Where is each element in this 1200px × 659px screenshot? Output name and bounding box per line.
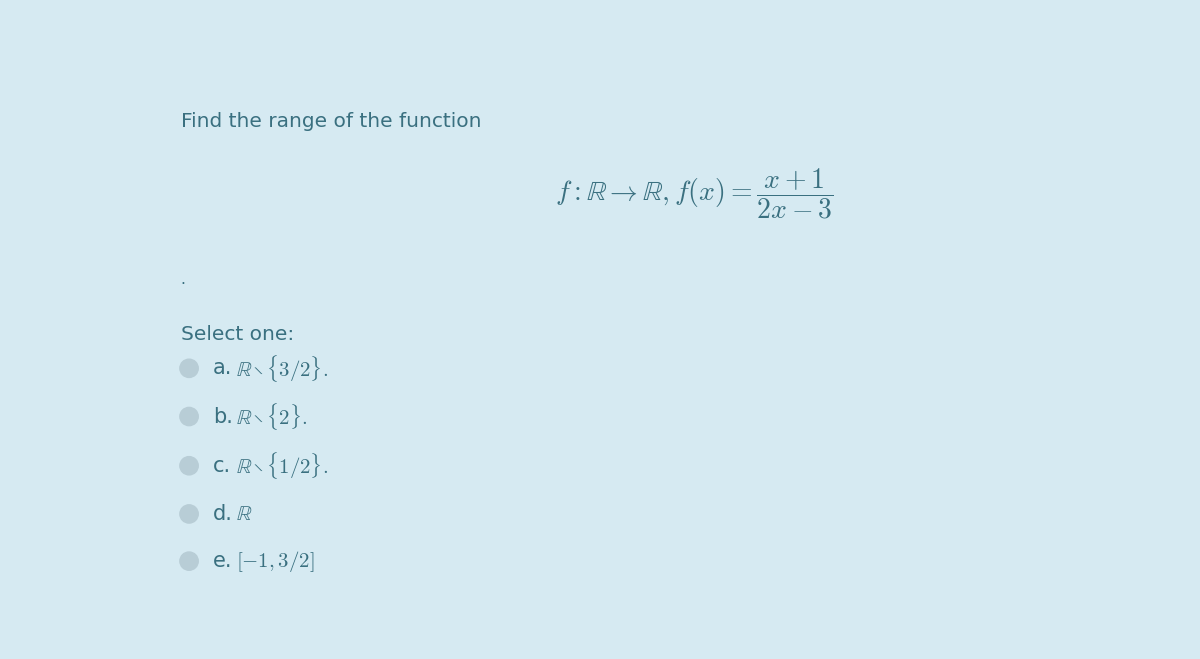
Text: b.: b. bbox=[214, 407, 233, 426]
Text: d.: d. bbox=[214, 504, 233, 524]
Text: Find the range of the function: Find the range of the function bbox=[181, 112, 481, 131]
Ellipse shape bbox=[180, 505, 198, 523]
Ellipse shape bbox=[180, 457, 198, 475]
Ellipse shape bbox=[180, 407, 198, 426]
Text: e.: e. bbox=[214, 551, 233, 571]
Text: $f : \mathbb{R} \rightarrow \mathbb{R}, f(x) = \dfrac{x + 1}{2x - 3}$: $f : \mathbb{R} \rightarrow \mathbb{R}, … bbox=[554, 166, 833, 221]
Text: Select one:: Select one: bbox=[181, 325, 294, 344]
Text: c.: c. bbox=[214, 456, 232, 476]
Text: $\mathbb{R} \setminus \{2\}.$: $\mathbb{R} \setminus \{2\}.$ bbox=[236, 401, 307, 432]
Text: a.: a. bbox=[214, 358, 233, 378]
Text: $\mathbb{R}$: $\mathbb{R}$ bbox=[236, 504, 253, 524]
Ellipse shape bbox=[180, 359, 198, 378]
Text: $[-1, 3/2]$: $[-1, 3/2]$ bbox=[236, 549, 314, 573]
Text: $\mathbb{R} \setminus \{3/2\}.$: $\mathbb{R} \setminus \{3/2\}.$ bbox=[236, 353, 329, 384]
Text: $\mathbb{R} \setminus \{1/2\}.$: $\mathbb{R} \setminus \{1/2\}.$ bbox=[236, 450, 329, 481]
Text: .: . bbox=[181, 272, 186, 287]
Ellipse shape bbox=[180, 552, 198, 570]
